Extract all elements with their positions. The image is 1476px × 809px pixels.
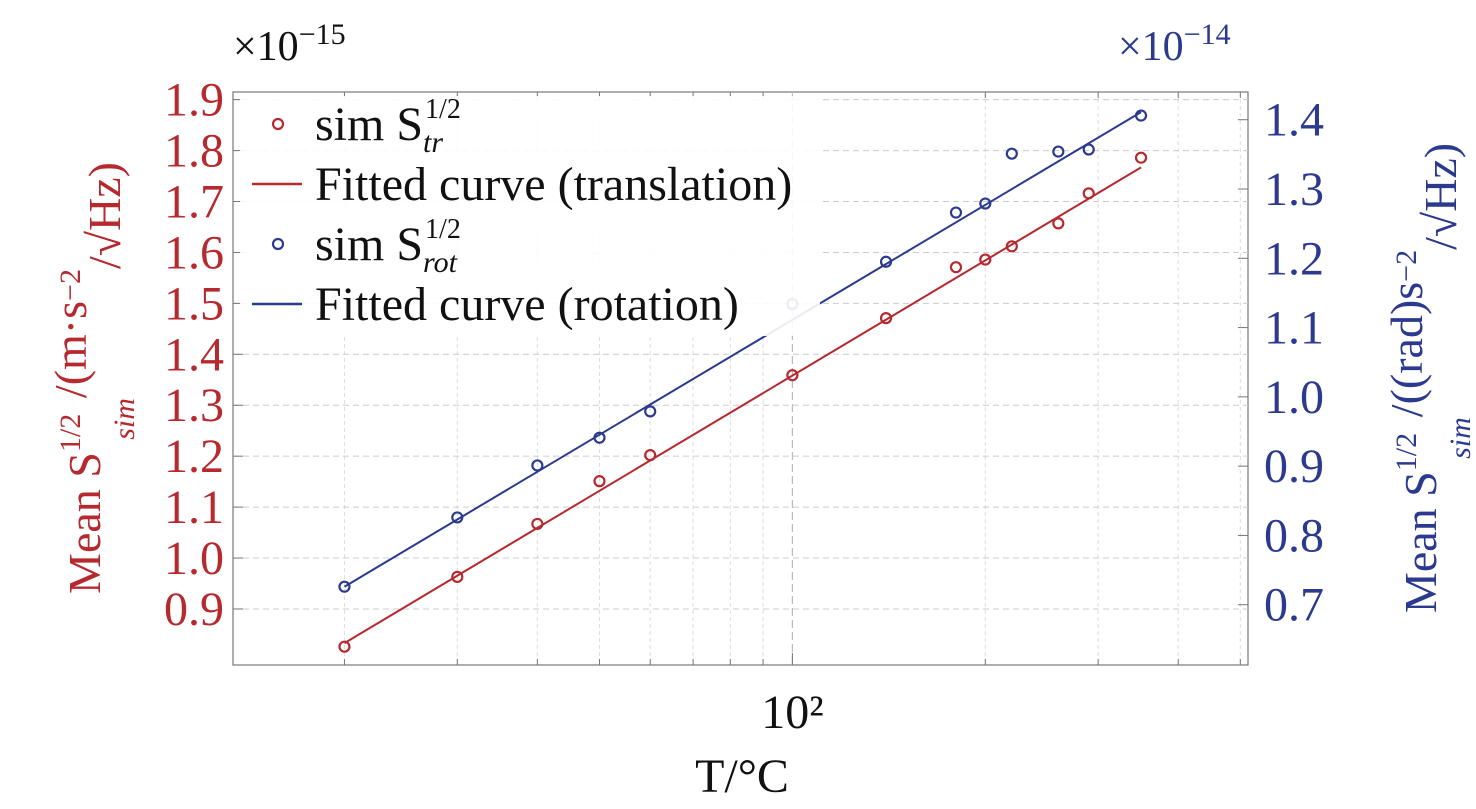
y2-tick-label: 1.1 <box>1264 302 1324 355</box>
y-tick-label: 1.4 <box>164 328 224 381</box>
data-point <box>1052 145 1065 158</box>
data-point <box>879 312 893 325</box>
y2-axis-label-part: Mean S <box>1395 471 1446 613</box>
y-tick-label: 1.1 <box>164 481 224 534</box>
y-axis-label-part: −2 <box>54 269 87 301</box>
y2-axis-label-part: 1/2 <box>1390 433 1423 471</box>
data-point <box>786 369 799 382</box>
data-point <box>338 640 351 653</box>
fit-line <box>343 111 1142 588</box>
legend-label: sim S <box>315 98 423 151</box>
legend-marker <box>271 117 285 131</box>
y2-tick-label: 1.4 <box>1264 94 1324 147</box>
y-tick-label: 0.9 <box>164 583 224 636</box>
y2-multiplier: ×10−14 <box>1118 18 1231 70</box>
y2-multiplier-exp: −14 <box>1184 18 1231 51</box>
y-axis-label-part: /(m·s <box>45 301 96 398</box>
y2-tick-label: 0.7 <box>1264 579 1324 632</box>
data-point <box>338 580 351 593</box>
data-point <box>979 253 992 266</box>
y-tick-label: 1.0 <box>164 532 224 585</box>
y-tick-label: 1.9 <box>164 74 224 127</box>
y-axis-label-part: sim <box>108 398 141 440</box>
y2-tick-label: 0.8 <box>1264 509 1324 562</box>
y-axis-label-part: 1/2 <box>54 414 87 452</box>
legend-label-sup: 1/2 <box>425 94 461 125</box>
y-multiplier: ×10−15 <box>233 18 346 70</box>
y2-tick-label: 1.0 <box>1264 371 1324 424</box>
data-point <box>1005 147 1018 160</box>
y2-tick-label: 1.3 <box>1264 163 1324 216</box>
legend-label-sup: 1/2 <box>425 214 461 245</box>
legend-label-sub: tr <box>423 126 443 159</box>
data-point <box>644 405 657 418</box>
y-axis-label-part: /√Hz) <box>79 162 130 269</box>
legend-label: Fitted curve (translation) <box>315 158 792 211</box>
y2-axis-label-part: sim <box>1444 417 1476 459</box>
legend-label-sub: rot <box>423 246 458 279</box>
y2-multiplier-base: ×10 <box>1118 24 1184 70</box>
y2-tick-label: 1.2 <box>1264 232 1324 285</box>
data-point <box>593 475 606 488</box>
y-tick-label: 1.2 <box>164 430 224 483</box>
data-point <box>1052 217 1065 230</box>
y2-tick-label: 0.9 <box>1264 440 1324 493</box>
y-tick-label: 1.3 <box>164 379 224 432</box>
y-tick-label: 1.7 <box>164 176 224 229</box>
y-tick-label: 1.5 <box>164 277 224 330</box>
x-axis-label: T/°C <box>695 750 789 803</box>
x-tick-label: 10² <box>761 686 823 739</box>
y2-axis-label-part: /√Hz) <box>1415 143 1466 250</box>
data-point <box>1082 143 1095 156</box>
y-tick-label: 1.8 <box>164 125 224 178</box>
data-point <box>979 197 992 210</box>
y-tick-label: 1.6 <box>164 226 224 279</box>
y-multiplier-exp: −15 <box>299 18 346 51</box>
data-point <box>531 459 544 472</box>
legend-label: sim S <box>315 218 423 271</box>
data-point <box>1134 151 1148 164</box>
legend-label: Fitted curve (rotation) <box>315 278 739 331</box>
y-multiplier-base: ×10 <box>233 24 299 70</box>
y2-axis-label-part: /((rad)s <box>1381 282 1432 417</box>
data-point <box>949 206 963 219</box>
y-axis-label: Mean S1/2 sim /(m·s−2/√Hz) <box>45 162 141 594</box>
y-axis-label-part: Mean S <box>59 452 110 594</box>
data-point <box>451 570 464 583</box>
legend-marker <box>271 237 285 251</box>
fit-line <box>343 166 1142 644</box>
legend-box <box>240 96 820 336</box>
y2-axis-label-part: −2 <box>1390 250 1423 282</box>
y2-axis-label: Mean S1/2 sim /((rad)s−2/√Hz) <box>1381 143 1476 613</box>
data-point <box>1005 240 1018 253</box>
data-point <box>949 261 963 274</box>
